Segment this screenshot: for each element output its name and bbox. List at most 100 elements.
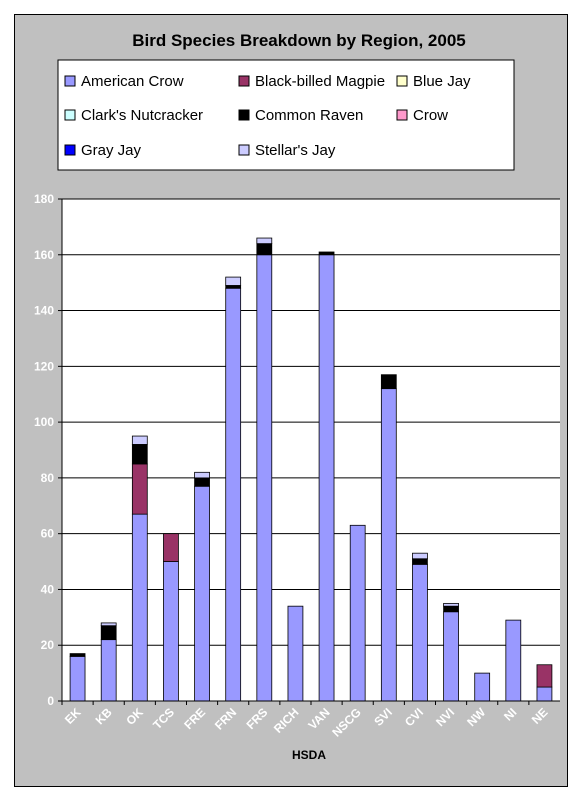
x-tick-label: TCS [150, 705, 177, 732]
bar-frs-stellar-s-jay [256, 237, 273, 245]
x-tick-label: NW [464, 705, 489, 730]
legend-item-common-raven: Common Raven [238, 107, 363, 124]
legend-swatch [396, 109, 408, 121]
bar-tcs-black-billed-magpie [163, 533, 179, 562]
y-tick-label: 100 [34, 415, 54, 429]
bar-stack-cvi [412, 552, 428, 702]
bar-frn-american-crow [225, 287, 242, 702]
legend-item-stellar-s-jay: Stellar's Jay [238, 142, 336, 159]
bar-rich-american-crow [287, 605, 304, 702]
x-tick-label: FRS [244, 705, 271, 732]
bar-ne-black-billed-magpie [536, 664, 553, 688]
legend-label: American Crow [81, 73, 184, 90]
bar-stack-ok [131, 435, 148, 702]
y-tick-label: 120 [34, 359, 54, 373]
legend-swatch [238, 109, 250, 121]
y-tick-label: 20 [41, 638, 55, 652]
bar-stack-kb [100, 622, 117, 702]
bar-stack-nscg [349, 524, 366, 702]
x-tick-label: FRN [212, 705, 239, 732]
bar-frn-common-raven [225, 285, 242, 289]
y-tick-label: 0 [47, 694, 54, 708]
x-tick-label: EK [62, 705, 84, 727]
x-tick-label: NVI [433, 705, 457, 729]
x-tick-label: FRE [181, 705, 208, 732]
bar-stack-nvi [443, 602, 459, 702]
x-tick-label: VAN [305, 705, 332, 732]
y-tick-label: 180 [34, 192, 54, 206]
bar-nvi-common-raven [443, 605, 459, 613]
bar-ni-american-crow [505, 619, 522, 702]
bar-frn-stellar-s-jay [225, 276, 242, 286]
bar-ek-american-crow [69, 655, 86, 702]
y-tick-label: 80 [41, 471, 55, 485]
legend-swatch [64, 144, 76, 156]
legend-label: Gray Jay [81, 142, 142, 159]
legend-label: Stellar's Jay [255, 142, 336, 159]
bar-cvi-stellar-s-jay [412, 552, 428, 560]
bar-ne-american-crow [536, 686, 553, 702]
bar-stack-rich [287, 605, 304, 702]
bar-stack-nw [474, 672, 491, 702]
x-tick-label: KB [93, 705, 115, 727]
bar-stack-ni [505, 619, 522, 702]
bar-nvi-stellar-s-jay [443, 602, 459, 607]
x-tick-label: RICH [271, 705, 302, 736]
bar-nscg-american-crow [349, 524, 366, 702]
legend-swatch [238, 144, 250, 156]
x-tick-label: SVI [371, 705, 395, 729]
bar-nvi-american-crow [443, 611, 459, 702]
bar-kb-common-raven [100, 625, 117, 641]
legend-item-crow: Crow [396, 107, 448, 124]
bar-svi-american-crow [380, 388, 397, 702]
bar-stack-van [318, 251, 335, 702]
y-tick-label: 160 [34, 248, 54, 262]
legend-item-clark-s-nutcracker: Clark's Nutcracker [64, 107, 203, 124]
bar-fre-american-crow [194, 485, 210, 702]
bar-stack-frn [225, 276, 242, 702]
x-tick-label: NSCG [329, 705, 363, 739]
bar-stack-svi [380, 374, 397, 702]
legend-box [57, 59, 515, 171]
legend-item-black-billed-magpie: Black-billed Magpie [238, 73, 385, 90]
x-tick-label: NE [529, 705, 551, 727]
bar-fre-common-raven [194, 477, 210, 487]
chart-title: Bird Species Breakdown by Region, 2005 [132, 31, 466, 50]
legend-swatch [64, 75, 76, 87]
x-tick-label: NI [501, 705, 519, 723]
bar-fre-stellar-s-jay [194, 471, 210, 479]
legend-label: Crow [413, 107, 448, 124]
legend-label: Black-billed Magpie [255, 73, 385, 90]
bar-ek-common-raven [69, 653, 86, 657]
bar-tcs-american-crow [163, 561, 179, 702]
y-tick-label: 40 [41, 582, 55, 596]
bar-van-american-crow [318, 254, 335, 702]
legend-swatch [396, 75, 408, 87]
bar-svi-common-raven [380, 374, 397, 390]
legend-item-american-crow: American Crow [64, 73, 184, 90]
chart-svg: Bird Species Breakdown by Region, 2005 A… [34, 31, 560, 762]
legend-label: Blue Jay [413, 73, 471, 90]
legend-swatch [64, 109, 76, 121]
legend-label: Common Raven [255, 107, 363, 124]
bar-ok-stellar-s-jay [131, 435, 148, 445]
bar-frs-american-crow [256, 254, 273, 702]
x-axis-title: HSDA [292, 748, 326, 762]
legend-swatch [238, 75, 250, 87]
bar-nw-american-crow [474, 672, 491, 702]
bar-stack-tcs [163, 533, 179, 702]
bar-stack-ne [536, 664, 553, 702]
y-axis-ticks: 0 20 40 60 80 100 120 140 160 180 [34, 192, 62, 708]
bar-stack-ek [69, 653, 86, 702]
x-tick-label: OK [123, 705, 146, 728]
bar-ok-black-billed-magpie [131, 463, 148, 515]
legend-item-gray-jay: Gray Jay [64, 142, 142, 159]
y-tick-label: 140 [34, 304, 54, 318]
bar-kb-american-crow [100, 639, 117, 702]
bar-ok-common-raven [131, 444, 148, 465]
y-tick-label: 60 [41, 527, 55, 541]
bar-ok-american-crow [131, 513, 148, 702]
x-tick-label: CVI [402, 705, 426, 729]
bar-frs-common-raven [256, 243, 273, 256]
